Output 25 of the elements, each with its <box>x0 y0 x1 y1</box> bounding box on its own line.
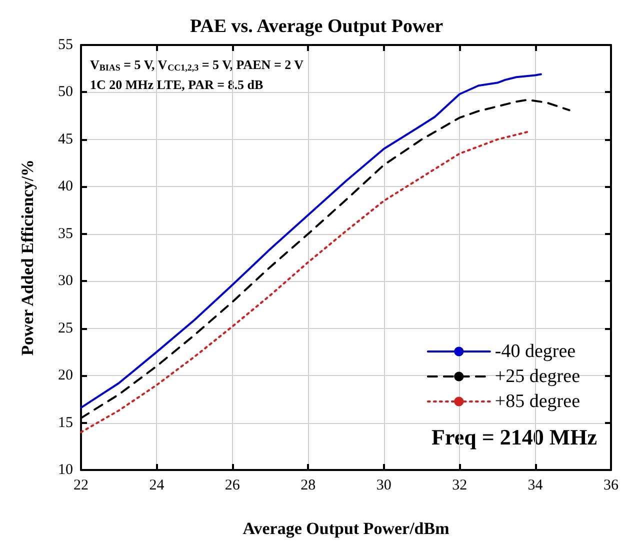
y-tick-label: 15 <box>58 414 73 431</box>
annotation: Freq = 2140 MHz <box>432 424 598 450</box>
legend-label: -40 degree <box>494 341 576 362</box>
y-tick-label: 40 <box>58 178 73 195</box>
y-tick-label: 45 <box>58 131 73 148</box>
x-tick-label: 34 <box>528 478 544 494</box>
y-tick-label: 20 <box>58 368 73 384</box>
legend-label: +25 degree <box>494 366 580 387</box>
legend-label: +85 degree <box>494 391 580 412</box>
y-tick-label: 55 <box>58 37 73 53</box>
y-tick-label: 30 <box>58 273 73 290</box>
y-axis-title: Power Added Efficiency/% <box>18 159 37 356</box>
x-tick-label: 36 <box>604 478 619 494</box>
y-tick-label: 50 <box>58 84 73 100</box>
x-tick-label: 30 <box>376 478 392 494</box>
chart-title: PAE vs. Average Output Power <box>190 16 444 37</box>
x-tick-label: 24 <box>149 478 165 494</box>
x-tick-label: 26 <box>224 478 240 494</box>
y-tick-label: 35 <box>58 226 73 242</box>
y-tick-label: 10 <box>58 462 73 478</box>
x-tick-label: 28 <box>300 478 316 494</box>
y-tick-label: 25 <box>58 320 73 336</box>
x-tick-label: 32 <box>452 478 468 494</box>
x-axis-title: Average Output Power/dBm <box>242 519 450 538</box>
x-tick-label: 22 <box>74 478 88 494</box>
